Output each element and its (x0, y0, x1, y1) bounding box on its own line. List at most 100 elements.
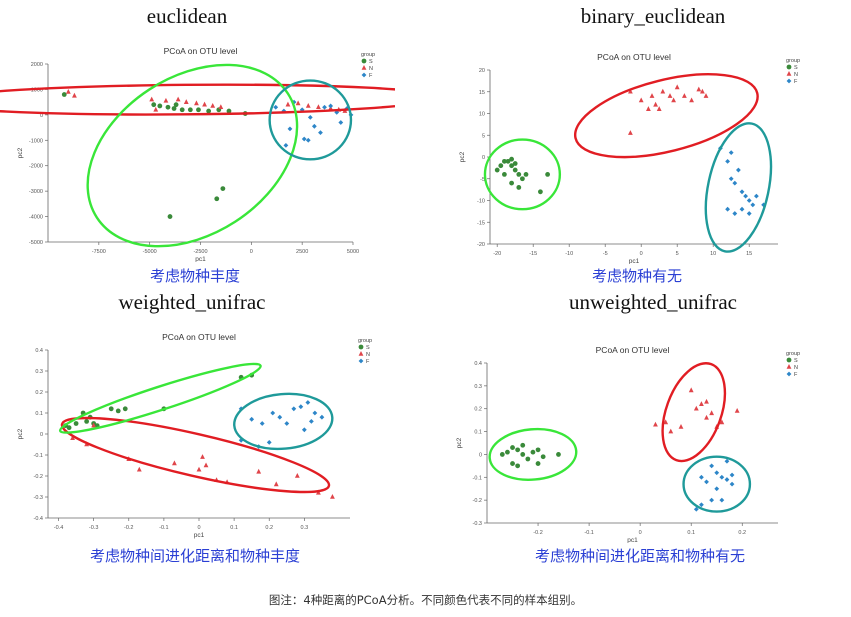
data-point-F (266, 440, 272, 445)
data-point-S (122, 406, 128, 412)
x-tick-label: -7500 (92, 249, 106, 255)
legend-label-N: N (794, 72, 798, 78)
data-point-N (70, 435, 75, 440)
legend-label-S: S (794, 65, 798, 71)
pcoa-chart-binary-euclidean: PCoA on OTU level -20 -15 -10 -5 0 5 10 15 20 15 10… (459, 52, 800, 264)
data-point-S (157, 103, 163, 109)
data-point-S (509, 156, 514, 162)
data-point-F (719, 474, 725, 480)
y-tick-label: 0.3 (474, 384, 482, 390)
data-point-F (743, 193, 748, 199)
data-point-S (108, 406, 114, 412)
legend-marker-N (358, 351, 364, 356)
y-tick-label: 0 (40, 432, 43, 438)
data-point-S (115, 408, 121, 414)
data-point-S (498, 163, 504, 169)
data-point-N (163, 97, 169, 103)
data-point-N (628, 130, 633, 135)
legend-marker-F (786, 78, 792, 84)
data-point-F (284, 421, 290, 426)
data-point-N (700, 88, 705, 94)
y-tick-label: 0.1 (474, 430, 482, 436)
data-point-F (709, 497, 715, 503)
data-point-N (667, 93, 673, 98)
data-point-S (540, 454, 546, 460)
panel-heading-euclidean: euclidean (146, 4, 228, 28)
data-point-N (65, 88, 71, 94)
data-point-F (259, 421, 265, 426)
data-point-N (693, 405, 699, 411)
data-point-F (249, 416, 255, 422)
data-point-S (171, 106, 177, 111)
data-point-F (328, 103, 334, 109)
data-point-S (530, 449, 536, 455)
panel-heading-weighted-unifrac: weighted_unifrac (118, 290, 266, 314)
y-tick-label: 0.2 (35, 390, 43, 396)
y-tick-label: -0.4 (34, 516, 43, 522)
data-point-N (200, 454, 205, 459)
data-point-N (153, 106, 159, 112)
data-point-N (203, 462, 209, 468)
data-point-N (674, 84, 680, 90)
x-tick-label: 0 (197, 525, 200, 531)
legend-marker-S (786, 357, 792, 363)
data-point-N (656, 106, 662, 111)
data-point-F (728, 176, 734, 182)
data-point-F (754, 193, 759, 199)
y-tick-label: 0 (40, 113, 43, 119)
legend-label-S: S (794, 358, 798, 364)
data-point-F (277, 414, 283, 420)
legend-marker-F (361, 72, 367, 78)
data-point-S (196, 107, 201, 113)
data-point-F (312, 410, 318, 416)
x-tick-label: 0 (250, 249, 253, 255)
data-point-S (167, 214, 173, 219)
legend-title: group (786, 351, 800, 357)
data-point-N (682, 93, 687, 98)
y-axis-label: pc2 (456, 437, 463, 448)
y-tick-label: -0.1 (34, 453, 43, 459)
x-tick-label: -2500 (193, 249, 207, 255)
legend-marker-N (361, 65, 367, 70)
x-tick-label: -0.1 (584, 530, 593, 536)
data-point-N (699, 401, 704, 406)
x-tick-label: 0.2 (265, 525, 273, 531)
confidence-ellipse-N (0, 83, 395, 116)
y-tick-label: 10 (479, 112, 485, 118)
data-point-N (653, 421, 658, 427)
data-point-S (520, 176, 525, 182)
confidence-ellipse-F (682, 455, 752, 513)
data-point-F (739, 206, 745, 212)
data-point-S (512, 167, 518, 173)
legend-marker-F (358, 358, 364, 364)
legend-label-N: N (794, 365, 798, 371)
data-point-S (515, 447, 521, 453)
legend-label-F: F (369, 73, 373, 79)
x-tick-label: -20 (493, 251, 501, 257)
data-point-S (494, 167, 500, 173)
y-tick-label: 0 (479, 452, 482, 458)
confidence-ellipse-F (704, 122, 773, 253)
data-point-S (535, 447, 541, 453)
x-tick-label: -0.2 (124, 525, 133, 531)
confidence-ellipse-N (573, 73, 759, 159)
data-point-N (704, 414, 709, 420)
data-point-N (628, 88, 633, 94)
data-point-N (273, 481, 279, 487)
data-point-F (334, 109, 340, 115)
x-tick-label: 10 (710, 251, 716, 257)
x-tick-label: 5000 (347, 249, 359, 255)
panel-caption-euclidean: 考虑物种丰度 (149, 267, 240, 285)
y-tick-label: 0 (482, 155, 485, 161)
data-point-S (84, 419, 90, 424)
legend-label-N: N (369, 66, 373, 72)
x-tick-label: 0 (640, 251, 643, 257)
pcoa-chart-euclidean: PCoA on OTU level -7500 -5000 -2500 0 2500 500… (0, 46, 395, 262)
x-tick-label: 0.2 (738, 530, 746, 536)
data-point-S (515, 463, 521, 469)
data-point-N (202, 101, 207, 107)
y-tick-label: 0.2 (474, 407, 482, 413)
data-point-N (703, 93, 709, 98)
confidence-ellipse-F (233, 392, 334, 451)
data-point-S (173, 102, 179, 108)
